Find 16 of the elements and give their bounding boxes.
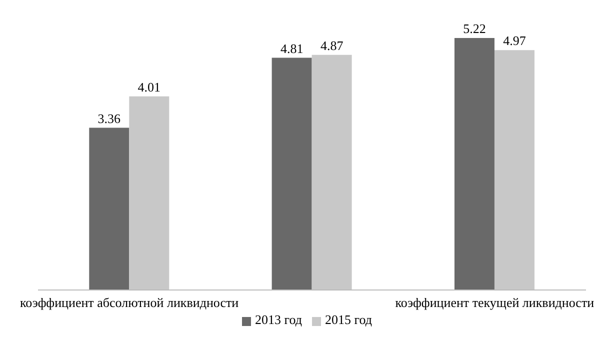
data-label: 5.22	[463, 21, 486, 36]
data-label: 4.01	[138, 79, 161, 94]
bar	[272, 58, 312, 290]
bar	[89, 128, 130, 290]
x-tick-label: коэффициент текущей ликвидности	[395, 295, 594, 310]
legend-label: 2013 год	[255, 312, 302, 327]
data-label: 4.81	[280, 40, 304, 56]
data-label: 4.87	[320, 38, 344, 53]
x-tick-label: коэффициент абсолютной ликвидности	[20, 295, 239, 310]
bar	[494, 50, 534, 290]
data-label: 3.36	[98, 110, 122, 126]
bar	[129, 96, 170, 290]
bar	[454, 38, 494, 290]
legend-label: 2015 год	[325, 312, 372, 327]
data-label: 4.97	[503, 33, 526, 48]
bar	[312, 54, 352, 290]
